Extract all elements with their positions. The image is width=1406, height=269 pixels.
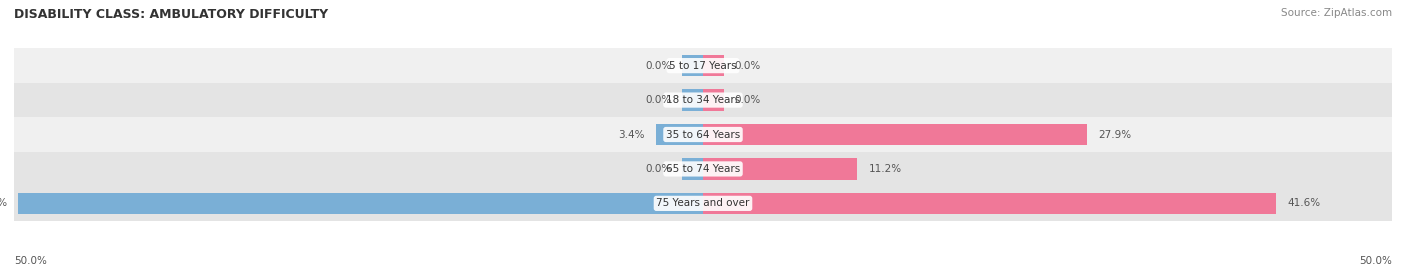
Bar xyxy=(703,55,724,76)
Bar xyxy=(14,48,1392,83)
Text: 3.4%: 3.4% xyxy=(619,129,645,140)
Bar xyxy=(18,193,703,214)
Text: 41.6%: 41.6% xyxy=(1288,198,1320,208)
Bar xyxy=(657,124,703,145)
Text: 50.0%: 50.0% xyxy=(14,256,46,266)
Bar xyxy=(682,89,703,111)
Bar xyxy=(703,158,858,180)
Bar xyxy=(703,124,1087,145)
Bar xyxy=(14,117,1392,152)
Text: 75 Years and over: 75 Years and over xyxy=(657,198,749,208)
Text: Source: ZipAtlas.com: Source: ZipAtlas.com xyxy=(1281,8,1392,18)
Text: 27.9%: 27.9% xyxy=(1098,129,1132,140)
Text: DISABILITY CLASS: AMBULATORY DIFFICULTY: DISABILITY CLASS: AMBULATORY DIFFICULTY xyxy=(14,8,328,21)
Text: 0.0%: 0.0% xyxy=(735,95,761,105)
Bar xyxy=(14,152,1392,186)
Bar xyxy=(682,158,703,180)
Text: 0.0%: 0.0% xyxy=(645,164,671,174)
Text: 0.0%: 0.0% xyxy=(735,61,761,71)
Bar xyxy=(703,89,724,111)
Bar xyxy=(703,193,1277,214)
Bar xyxy=(682,55,703,76)
Bar xyxy=(14,83,1392,117)
Bar xyxy=(14,186,1392,221)
Text: 35 to 64 Years: 35 to 64 Years xyxy=(666,129,740,140)
Text: 11.2%: 11.2% xyxy=(869,164,901,174)
Text: 0.0%: 0.0% xyxy=(645,61,671,71)
Text: 50.0%: 50.0% xyxy=(1360,256,1392,266)
Text: 65 to 74 Years: 65 to 74 Years xyxy=(666,164,740,174)
Text: 49.7%: 49.7% xyxy=(0,198,7,208)
Text: 0.0%: 0.0% xyxy=(645,95,671,105)
Text: 5 to 17 Years: 5 to 17 Years xyxy=(669,61,737,71)
Text: 18 to 34 Years: 18 to 34 Years xyxy=(666,95,740,105)
